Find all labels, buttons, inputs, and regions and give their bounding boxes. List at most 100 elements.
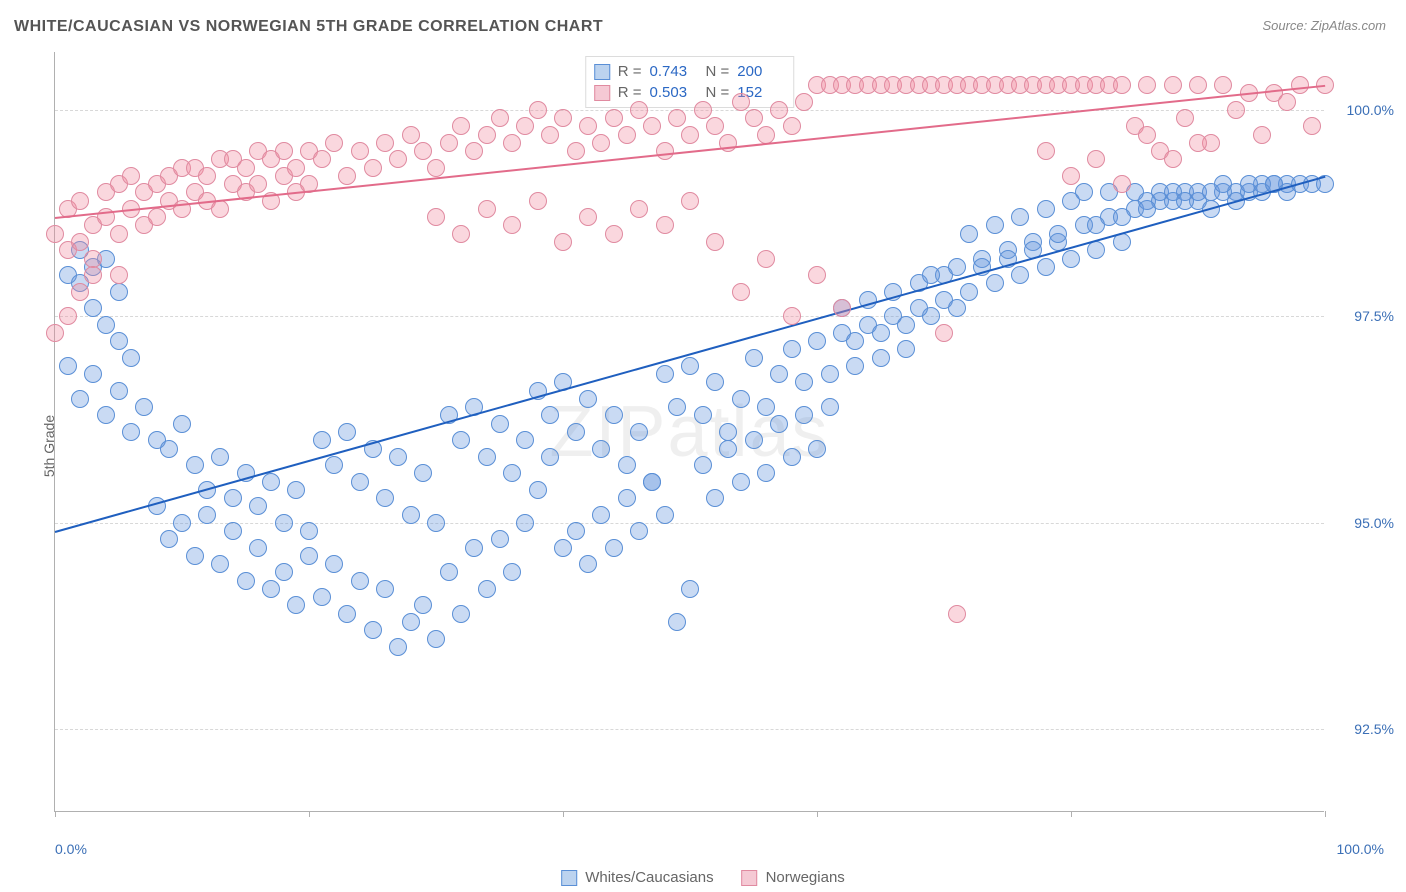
data-point-whites xyxy=(249,497,267,515)
data-point-whites xyxy=(1087,216,1105,234)
data-point-whites xyxy=(579,390,597,408)
data-point-whites xyxy=(135,398,153,416)
data-point-whites xyxy=(313,431,331,449)
data-point-whites xyxy=(808,440,826,458)
legend-swatch-whites xyxy=(561,870,577,886)
data-point-norwegians xyxy=(681,192,699,210)
data-point-whites xyxy=(503,563,521,581)
data-point-whites xyxy=(516,514,534,532)
correlation-stats-box: R =0.743N =200R =0.503N =152 xyxy=(585,56,795,108)
n-label: N = xyxy=(706,63,730,80)
data-point-whites xyxy=(516,431,534,449)
data-point-norwegians xyxy=(795,93,813,111)
data-point-norwegians xyxy=(71,192,89,210)
data-point-whites xyxy=(1049,225,1067,243)
data-point-whites xyxy=(567,522,585,540)
legend-label-norwegians: Norwegians xyxy=(766,869,845,886)
data-point-norwegians xyxy=(376,134,394,152)
data-point-norwegians xyxy=(452,225,470,243)
data-point-whites xyxy=(110,283,128,301)
data-point-whites xyxy=(846,357,864,375)
data-point-whites xyxy=(122,349,140,367)
data-point-whites xyxy=(160,530,178,548)
r-value-whites: 0.743 xyxy=(650,63,698,80)
data-point-norwegians xyxy=(110,225,128,243)
data-point-whites xyxy=(300,522,318,540)
data-point-whites xyxy=(960,283,978,301)
data-point-whites xyxy=(287,596,305,614)
data-point-whites xyxy=(122,423,140,441)
y-tick-label: 100.0% xyxy=(1334,102,1394,118)
y-tick-label: 97.5% xyxy=(1334,308,1394,324)
data-point-whites xyxy=(1037,258,1055,276)
data-point-whites xyxy=(745,431,763,449)
data-point-norwegians xyxy=(110,266,128,284)
legend-item-whites: Whites/Caucasians xyxy=(561,869,713,886)
data-point-whites xyxy=(592,506,610,524)
data-point-norwegians xyxy=(249,175,267,193)
data-point-whites xyxy=(732,473,750,491)
data-point-whites xyxy=(567,423,585,441)
data-point-norwegians xyxy=(237,159,255,177)
data-point-norwegians xyxy=(491,109,509,127)
data-point-norwegians xyxy=(630,200,648,218)
data-point-whites xyxy=(300,547,318,565)
data-point-norwegians xyxy=(211,200,229,218)
data-point-norwegians xyxy=(402,126,420,144)
data-point-whites xyxy=(592,440,610,458)
data-point-whites xyxy=(618,456,636,474)
legend-item-norwegians: Norwegians xyxy=(742,869,845,886)
data-point-whites xyxy=(478,580,496,598)
data-point-whites xyxy=(376,489,394,507)
data-point-norwegians xyxy=(630,101,648,119)
data-point-whites xyxy=(618,489,636,507)
data-point-norwegians xyxy=(46,324,64,342)
data-point-whites xyxy=(719,423,737,441)
data-point-norwegians xyxy=(1278,93,1296,111)
n-value-whites: 200 xyxy=(737,63,785,80)
data-point-norwegians xyxy=(427,208,445,226)
data-point-norwegians xyxy=(1164,150,1182,168)
data-point-whites xyxy=(389,448,407,466)
data-point-whites xyxy=(630,522,648,540)
stats-row-whites: R =0.743N =200 xyxy=(594,61,786,82)
data-point-norwegians xyxy=(287,159,305,177)
data-point-whites xyxy=(1037,200,1055,218)
data-point-norwegians xyxy=(84,266,102,284)
data-point-norwegians xyxy=(1164,76,1182,94)
data-point-norwegians xyxy=(783,117,801,135)
data-point-whites xyxy=(427,630,445,648)
data-point-whites xyxy=(491,415,509,433)
data-point-whites xyxy=(783,340,801,358)
data-point-norwegians xyxy=(351,142,369,160)
data-point-whites xyxy=(186,547,204,565)
data-point-whites xyxy=(846,332,864,350)
data-point-norwegians xyxy=(389,150,407,168)
data-point-norwegians xyxy=(643,117,661,135)
data-point-whites xyxy=(313,588,331,606)
data-point-whites xyxy=(719,440,737,458)
data-point-whites xyxy=(783,448,801,466)
data-point-norwegians xyxy=(46,225,64,243)
data-point-whites xyxy=(351,572,369,590)
data-point-whites xyxy=(173,514,191,532)
data-point-whites xyxy=(948,258,966,276)
data-point-whites xyxy=(1087,241,1105,259)
data-point-norwegians xyxy=(567,142,585,160)
data-point-norwegians xyxy=(656,142,674,160)
data-point-whites xyxy=(325,456,343,474)
x-tick xyxy=(309,811,310,817)
data-point-norwegians xyxy=(338,167,356,185)
data-point-whites xyxy=(732,390,750,408)
data-point-whites xyxy=(173,415,191,433)
data-point-norwegians xyxy=(579,117,597,135)
data-point-norwegians xyxy=(1062,167,1080,185)
data-point-whites xyxy=(668,613,686,631)
data-point-whites xyxy=(1214,175,1232,193)
data-point-whites xyxy=(237,572,255,590)
data-point-norwegians xyxy=(1087,150,1105,168)
data-point-norwegians xyxy=(148,208,166,226)
legend-label-whites: Whites/Caucasians xyxy=(585,869,713,886)
data-point-whites xyxy=(656,365,674,383)
data-point-whites xyxy=(948,299,966,317)
